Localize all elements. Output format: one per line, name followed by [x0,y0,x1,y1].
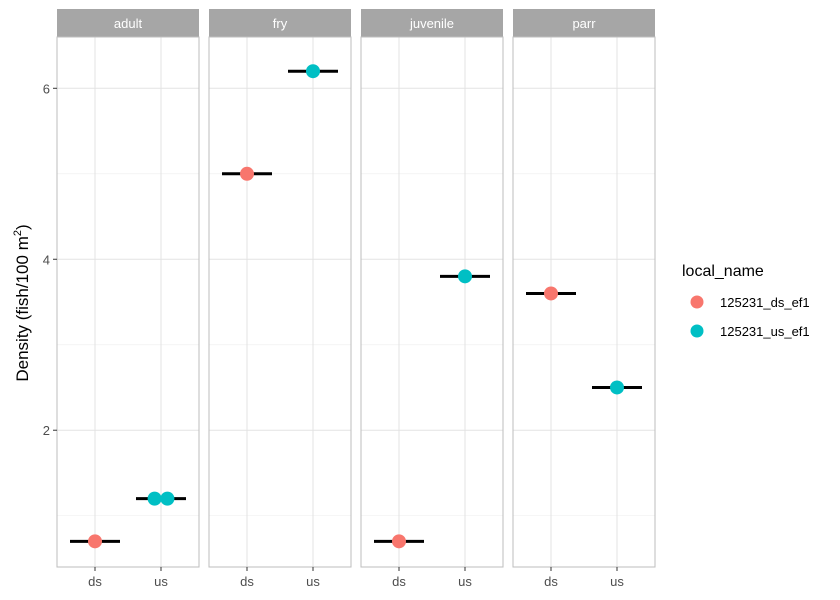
x-tick-label-us: us [610,574,624,589]
legend: local_name 125231_ds_ef1 125231_us_ef1 [682,263,810,339]
data-point-juvenile-ds-0 [392,534,406,549]
facet-strip-label-parr: parr [572,16,596,31]
facet-panel-fry: fry ds us [208,9,352,589]
facet-panel-parr: parr ds us [512,9,656,589]
y-tick-label-4: 4 [43,252,50,267]
data-point-adult-ds-0 [88,534,102,549]
panel-border-adult [56,36,200,568]
x-tick-label-ds: ds [392,574,406,589]
x-tick-label-ds: ds [544,574,558,589]
data-point-fry-ds-0 [240,166,254,181]
legend-title: local_name [682,263,764,280]
x-tick-label-ds: ds [88,574,102,589]
y-axis-title: Density (fish/100 m2) [12,224,32,381]
facet-strip-fry [209,9,351,37]
facet-strip-juvenile [361,9,503,37]
panel-border-fry [208,36,352,568]
facet-strip-parr [513,9,655,37]
data-point-juvenile-us-1 [458,269,472,284]
legend-key-125231_us_ef1 [690,324,704,338]
x-tick-label-us: us [154,574,168,589]
legend-label-125231_ds_ef1: 125231_ds_ef1 [720,295,810,310]
facet-strip-label-adult: adult [114,16,143,31]
facet-panel-juvenile: juvenile ds us [360,9,504,589]
data-point-fry-us-1 [306,64,320,79]
data-point-parr-us-1 [610,380,624,395]
y-tick-label-6: 6 [43,81,50,96]
panel-border-parr [512,36,656,568]
facet-strip-label-juvenile: juvenile [409,16,454,31]
y-axis-title-main: Density (fish/100 m [13,236,32,382]
panel-border-juvenile [360,36,504,568]
y-axis-title-close: ) [13,224,32,230]
x-tick-label-us: us [458,574,472,589]
legend-label-125231_us_ef1: 125231_us_ef1 [720,324,810,339]
data-point-parr-ds-0 [544,286,558,301]
data-point-adult-us-2 [160,491,175,506]
x-tick-label-us: us [306,574,320,589]
y-axis: 2 4 6 [43,81,57,438]
facet-panel-adult: adult ds us [56,9,200,589]
y-tick-label-2: 2 [43,423,50,438]
facet-strip-adult [57,9,199,37]
legend-key-125231_ds_ef1 [690,295,704,309]
panels-layer: adult ds us fry ds us juvenile ds us parr ds us [56,9,656,589]
data-point-adult-us-1 [147,491,162,506]
facet-strip-label-fry: fry [273,16,288,31]
y-axis-title-superscript: 2 [12,230,24,236]
x-tick-label-ds: ds [240,574,254,589]
